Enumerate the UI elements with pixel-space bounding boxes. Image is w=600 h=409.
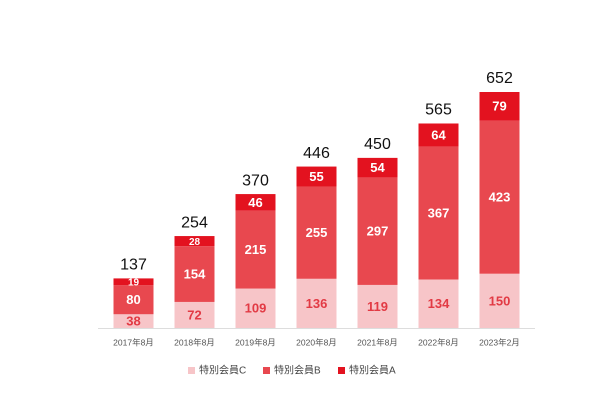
segment-label: 46	[248, 195, 262, 210]
segment-label: 134	[428, 296, 450, 311]
x-tick-label: 2023年2月	[479, 337, 520, 347]
segment-label: 154	[184, 267, 206, 282]
bar-segment	[418, 146, 459, 280]
total-label: 450	[364, 136, 391, 153]
x-tick-label: 2021年8月	[357, 337, 398, 347]
bar-segment	[296, 278, 337, 328]
total-label: 652	[486, 70, 513, 87]
segment-label: 79	[492, 99, 506, 114]
segment-label: 150	[489, 293, 511, 308]
legend-label: 特別会員B	[274, 364, 321, 377]
bar-segment	[357, 157, 398, 178]
x-tick-label: 2022年8月	[418, 337, 459, 347]
legend-swatch	[263, 367, 270, 374]
total-label: 446	[303, 145, 330, 162]
bar-segment	[479, 120, 520, 274]
bar-segment	[357, 284, 398, 328]
bar-segment	[174, 246, 215, 302]
legend-label: 特別会員A	[349, 364, 396, 377]
segment-label: 80	[126, 292, 140, 307]
total-label: 370	[242, 172, 269, 189]
bar-segment	[113, 314, 154, 328]
segment-label: 136	[306, 296, 328, 311]
total-label: 565	[425, 102, 452, 119]
segment-label: 72	[187, 307, 201, 322]
legend-label: 特別会員C	[199, 364, 246, 377]
legend-swatch	[338, 367, 345, 374]
segment-label: 255	[306, 225, 328, 240]
segment-label: 64	[431, 128, 446, 143]
legend-swatch	[188, 367, 195, 374]
segment-label: 367	[428, 206, 450, 221]
bar-segment	[174, 301, 215, 328]
bar-segment	[113, 278, 154, 286]
segment-label: 19	[128, 277, 140, 288]
segment-label: 119	[367, 299, 388, 314]
segment-label: 54	[370, 160, 385, 175]
bar-segment	[357, 177, 398, 285]
segment-label: 55	[309, 169, 323, 184]
bar-segment	[418, 279, 459, 328]
segment-label: 215	[245, 242, 267, 257]
segment-label: 297	[367, 224, 389, 239]
segment-label: 28	[189, 237, 201, 248]
segment-label: 423	[489, 190, 511, 205]
bar-segment	[235, 194, 276, 211]
bar-segment	[296, 166, 337, 187]
segment-label: 109	[245, 301, 267, 316]
x-tick-label: 2017年8月	[113, 337, 154, 347]
total-label: 254	[181, 214, 208, 231]
bar-segment	[296, 186, 337, 279]
bar-segment	[418, 123, 459, 147]
bar-segment	[174, 236, 215, 247]
x-tick-label: 2020年8月	[296, 337, 337, 347]
segment-label: 38	[126, 314, 140, 329]
x-tick-label: 2019年8月	[235, 337, 276, 347]
bar-segment	[113, 285, 154, 315]
total-label: 137	[120, 257, 147, 274]
x-tick-label: 2018年8月	[174, 337, 215, 347]
bar-segment	[235, 288, 276, 328]
bar-segment	[479, 92, 520, 121]
bar-segment	[479, 273, 520, 328]
bar-segment	[235, 210, 276, 289]
